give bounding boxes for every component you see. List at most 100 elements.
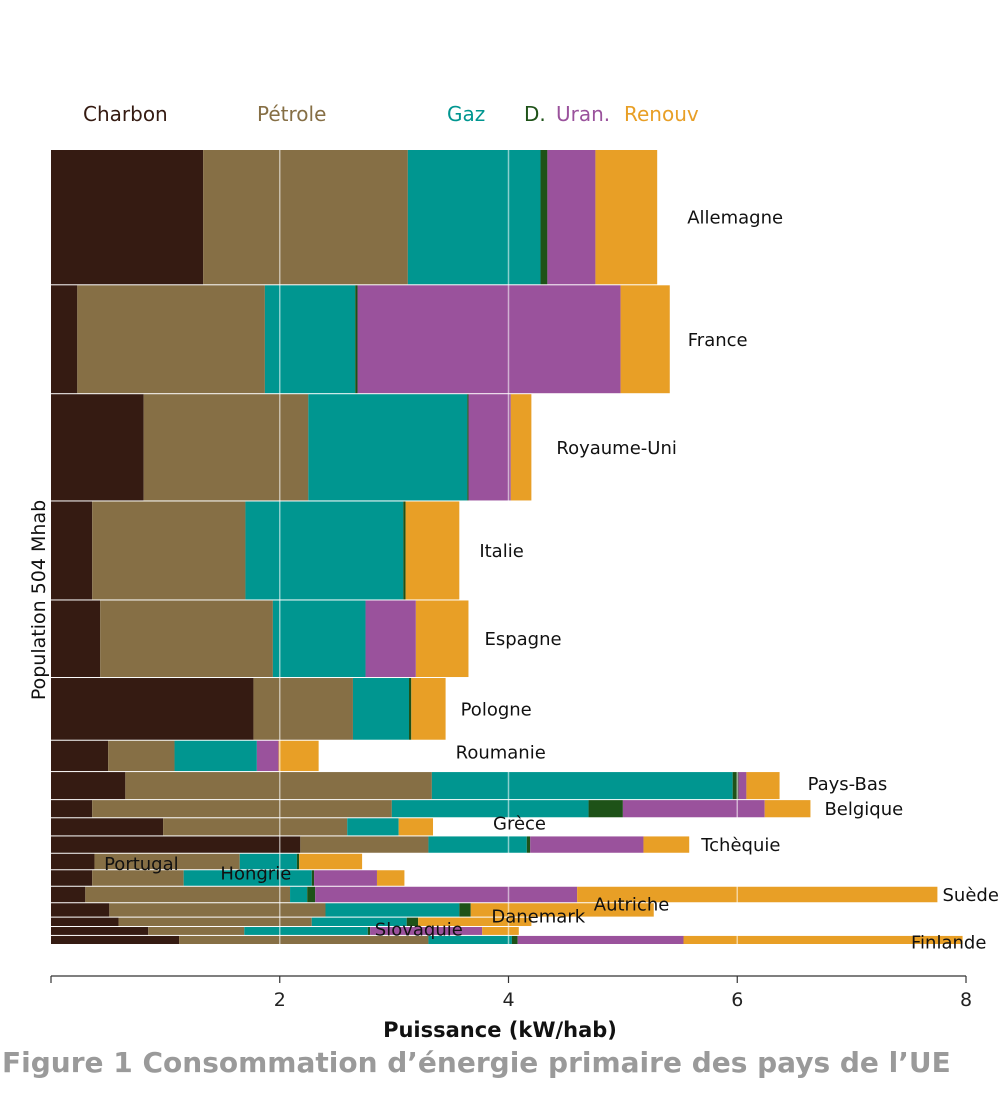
- legend-d: D.: [524, 102, 546, 126]
- bar-pologne-gaz: [352, 678, 409, 740]
- bar-tchequie-petrole: [300, 836, 429, 853]
- bar-suede-charbon: [51, 886, 86, 903]
- label-tchequie: Tchèquie: [700, 835, 780, 856]
- bar-belgique-gaz: [391, 800, 589, 818]
- label-pays-bas: Pays-Bas: [808, 774, 888, 795]
- bar-espagne-uran: [365, 600, 416, 678]
- bar-royaume-uni-gaz: [308, 394, 468, 501]
- legend-renouv: Renouv: [624, 102, 699, 126]
- bar-france-gaz: [264, 285, 356, 394]
- label-france: France: [688, 330, 748, 351]
- bar-pays-bas-charbon: [51, 772, 126, 800]
- bar-royaume-uni-d: [467, 394, 469, 501]
- bar-pologne-renouv: [411, 678, 446, 740]
- bar-espagne-gaz: [272, 600, 366, 678]
- bar-slovaquie-gaz: [244, 927, 368, 935]
- bar-belgique-petrole: [92, 800, 392, 818]
- bar-espagne-renouv: [415, 600, 469, 678]
- bar-roumanie-uran: [256, 740, 279, 772]
- bar-finlande-d: [511, 935, 518, 944]
- bar-slovaquie-d: [367, 927, 371, 935]
- energy-chart: Charbon Pétrole Gaz D. Uran. Renouv Allemagne…: [28, 102, 999, 1042]
- x-tick-label-8: 8: [960, 989, 972, 1011]
- bar-belgique-renouv: [764, 800, 811, 818]
- bars: [51, 150, 963, 944]
- vertical-gridlines: [279, 150, 738, 945]
- bar-espagne-petrole: [100, 600, 273, 678]
- bar-allemagne-petrole: [203, 150, 408, 285]
- bar-suede-gaz: [290, 886, 308, 903]
- bar-belgique-charbon: [51, 800, 93, 818]
- bar-hongrie-renouv: [376, 870, 405, 886]
- bar-allemagne-d: [540, 150, 548, 285]
- country-labels: Allemagne France Royaume-Uni Italie Espagne P…: [104, 208, 999, 954]
- bar-italie-petrole: [92, 501, 246, 600]
- bar-grece-gaz: [347, 818, 399, 836]
- bar-autriche-renouv: [470, 903, 654, 917]
- bar-pays-bas-uran: [738, 772, 747, 800]
- bar-danemark-petrole: [118, 917, 312, 927]
- bar-grece-renouv: [398, 818, 434, 836]
- bar-allemagne-charbon: [51, 150, 204, 285]
- label-pologne: Pologne: [461, 699, 532, 720]
- bar-pologne-charbon: [51, 678, 254, 740]
- bar-france-charbon: [51, 285, 78, 394]
- bar-slovaquie-renouv: [482, 927, 519, 935]
- y-axis-label: Population 504 Mhab: [28, 500, 50, 700]
- bar-tchequie-charbon: [51, 836, 301, 853]
- x-tick-label-2: 2: [274, 989, 286, 1011]
- bar-pologne-petrole: [253, 678, 353, 740]
- bar-belgique-d: [588, 800, 623, 818]
- bar-suede-renouv: [577, 886, 938, 903]
- bar-autriche-d: [459, 903, 471, 917]
- bar-italie-d: [403, 501, 406, 600]
- x-tick-label-4: 4: [502, 989, 514, 1011]
- bar-portugal-gaz: [239, 853, 297, 870]
- bar-pays-bas-petrole: [125, 772, 432, 800]
- bar-france-petrole: [77, 285, 265, 394]
- bar-hongrie-uran: [314, 870, 377, 886]
- bar-france-uran: [357, 285, 621, 394]
- bar-royaume-uni-charbon: [51, 394, 144, 501]
- bar-allemagne-gaz: [407, 150, 541, 285]
- figure-caption: Figure 1 Consommation d’énergie primaire…: [2, 1046, 951, 1079]
- label-grece: Grèce: [493, 813, 546, 834]
- bar-italie-gaz: [245, 501, 404, 600]
- bar-espagne-charbon: [51, 600, 101, 678]
- bar-finlande-renouv: [683, 935, 963, 944]
- label-finlande: Finlande: [911, 932, 986, 953]
- bar-royaume-uni-renouv: [510, 394, 532, 501]
- label-slovaquie: Slovaquie: [375, 919, 463, 940]
- label-portugal: Portugal: [104, 854, 179, 875]
- bar-finlande-petrole: [179, 935, 429, 944]
- bar-grece-petrole: [163, 818, 348, 836]
- bar-roumanie-petrole: [108, 740, 175, 772]
- bar-hongrie-petrole: [92, 870, 184, 886]
- bar-grece-charbon: [51, 818, 164, 836]
- bar-portugal-d: [296, 853, 300, 870]
- label-allemagne: Allemagne: [687, 208, 783, 229]
- legend-charbon: Charbon: [83, 102, 168, 126]
- bar-portugal-petrole: [94, 853, 240, 870]
- bar-royaume-uni-uran: [468, 394, 511, 501]
- label-italie: Italie: [479, 541, 523, 562]
- legend-uran: Uran.: [556, 102, 610, 126]
- bar-slovaquie-charbon: [51, 927, 149, 935]
- bar-roumanie-charbon: [51, 740, 109, 772]
- label-hongrie: Hongrie: [220, 864, 291, 885]
- label-belgique: Belgique: [824, 799, 903, 820]
- bar-portugal-renouv: [299, 853, 363, 870]
- bar-royaume-uni-petrole: [143, 394, 309, 501]
- bar-danemark-renouv: [418, 917, 532, 927]
- label-roumanie: Roumanie: [456, 742, 546, 763]
- bar-hongrie-d: [311, 870, 315, 886]
- x-tick-label-6: 6: [731, 989, 743, 1011]
- bar-suede-d: [307, 886, 316, 903]
- bar-pologne-d: [408, 678, 412, 740]
- bar-tchequie-renouv: [643, 836, 690, 853]
- bar-finlande-charbon: [51, 935, 180, 944]
- bar-suede-petrole: [85, 886, 291, 903]
- bar-danemark-gaz: [311, 917, 407, 927]
- legend-petrole: Pétrole: [257, 102, 326, 126]
- bar-autriche-charbon: [51, 903, 110, 917]
